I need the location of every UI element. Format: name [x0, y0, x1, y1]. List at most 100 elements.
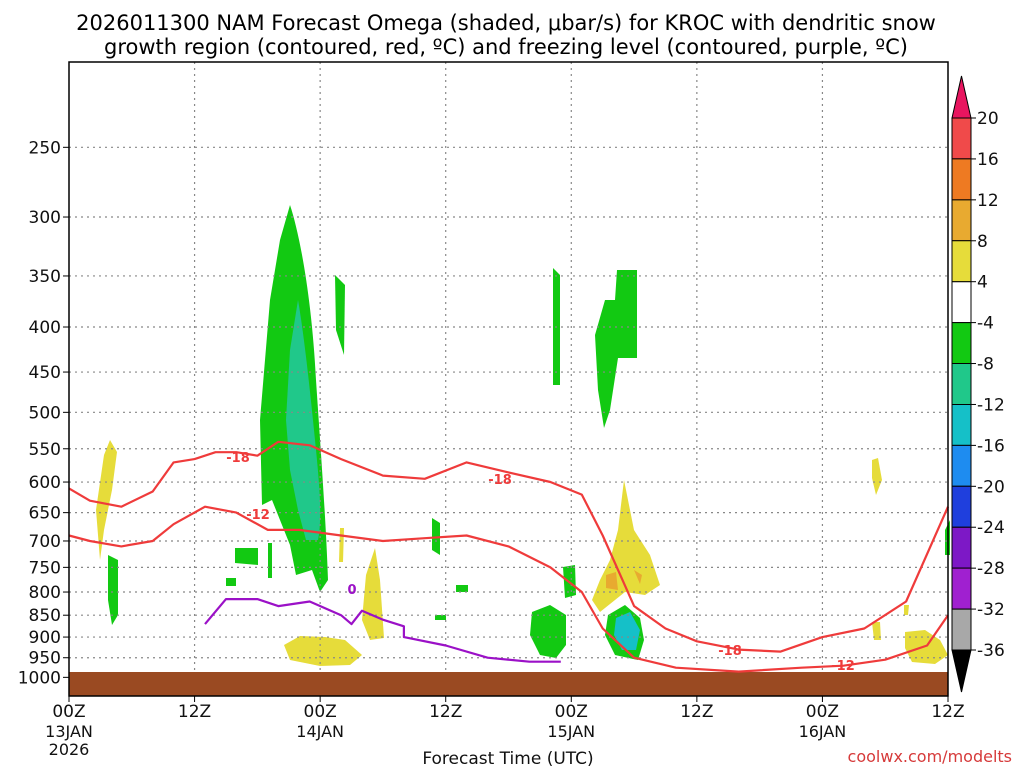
- x-tick-label: 00Z: [304, 702, 337, 722]
- omega-green-low-7: [226, 578, 236, 586]
- colorbar-label: -16: [977, 436, 1005, 456]
- colorbar-label: -8: [977, 355, 994, 375]
- omega-green-upper-3: [595, 270, 637, 428]
- omega-green-low-6: [235, 548, 258, 565]
- colorbar-band: [951, 199, 972, 242]
- y-tick-label: 650: [29, 504, 61, 524]
- colorbar-label: -32: [977, 600, 1005, 620]
- contour-label-minus12-b: -12: [831, 659, 855, 674]
- colorbar-band: [951, 363, 972, 405]
- plot-area: [69, 62, 948, 696]
- colorbar-label: 16: [977, 150, 999, 170]
- colorbar-band: [951, 526, 972, 569]
- y-tick-label: 1000: [18, 668, 61, 688]
- colorbar-label: -36: [977, 641, 1005, 661]
- colorbar-band: [951, 403, 972, 446]
- contour-label-minus18-b: -18: [488, 473, 512, 488]
- contours: [68, 440, 950, 673]
- y-tick-label: 450: [29, 363, 61, 383]
- omega-orange-1: [606, 572, 618, 590]
- x-tick-label: 12Z: [178, 702, 211, 722]
- colorbar-label: 20: [977, 109, 999, 129]
- y-tick-label: 350: [29, 267, 61, 287]
- x-axis-label: Forecast Time (UTC): [422, 749, 593, 768]
- colorbar-band: [951, 117, 972, 160]
- contour-red-1: [68, 505, 949, 673]
- colorbar-label: -12: [977, 395, 1005, 415]
- omega-yellow-1: [96, 440, 117, 560]
- omega-orange-2: [634, 570, 642, 584]
- colorbar: 20 16 12 8 4 -4 -8 -12 -16 -20 -24 -28 -32 -36: [951, 75, 1005, 693]
- omega-green-low-8: [456, 585, 468, 592]
- omega-yellow-5: [872, 458, 882, 495]
- y-tick-label: 900: [29, 628, 61, 648]
- colorbar-band: [951, 444, 972, 487]
- y-tick-label: 600: [29, 473, 61, 493]
- x-tick-label: 00Z: [52, 702, 85, 722]
- chart-title-line1: 2026011300 NAM Forecast Omega (shaded, μ…: [76, 11, 936, 35]
- contour-label-minus12-a: -12: [246, 508, 270, 523]
- omega-green-upper-1: [335, 275, 345, 355]
- x-tick-label: 00Z: [555, 702, 588, 722]
- colorbar-band: [951, 567, 972, 610]
- y-tick-label: 950: [29, 649, 61, 669]
- x-tick-label: 12Z: [931, 702, 964, 722]
- colorbar-label: -20: [977, 477, 1005, 497]
- omega-yellow-6: [905, 630, 948, 664]
- credit-text: coolwx.com/modelts: [848, 747, 1012, 766]
- contour-label-zero: 0: [347, 583, 356, 598]
- x-tick-label: 00Z: [806, 702, 839, 722]
- y-tick-label: 750: [29, 558, 61, 578]
- y-tick-label: 850: [29, 606, 61, 626]
- colorbar-band: [951, 281, 972, 324]
- x-tick-label: 12Z: [429, 702, 462, 722]
- x-tick-date: 13JAN: [45, 722, 93, 741]
- colorbar-label: 4: [977, 273, 988, 293]
- grid-lines: [69, 62, 948, 696]
- colorbar-label: -4: [977, 314, 994, 334]
- chart-title-line2: growth region (contoured, red, ºC) and f…: [104, 35, 908, 59]
- colorbar-band: [951, 485, 972, 528]
- y-tick-label: 400: [29, 318, 61, 338]
- y-tick-label: 250: [29, 138, 61, 158]
- colorbar-label: -28: [977, 559, 1005, 579]
- x-tick-date: 15JAN: [547, 722, 595, 741]
- y-tick-label: 800: [29, 583, 61, 603]
- omega-shading: [96, 205, 950, 666]
- colorbar-band: [951, 322, 972, 365]
- colorbar-label: 8: [977, 232, 988, 252]
- terrain-ground: [69, 672, 948, 696]
- omega-green-low-11: [268, 543, 272, 578]
- y-tick-label: 500: [29, 403, 61, 423]
- colorbar-label: 12: [977, 191, 999, 211]
- x-tick-date: 16JAN: [799, 722, 847, 741]
- colorbar-band: [951, 608, 972, 651]
- colorbar-band: [951, 158, 972, 201]
- y-tick-label: 550: [29, 440, 61, 460]
- contour-label-minus18-c: -18: [718, 644, 742, 659]
- x-tick-date: 14JAN: [296, 722, 344, 741]
- omega-green-low-3: [108, 555, 118, 625]
- colorbar-label: -24: [977, 518, 1005, 538]
- y-tick-label: 700: [29, 532, 61, 552]
- y-tick-label: 300: [29, 208, 61, 228]
- contour-red-0: [68, 440, 950, 653]
- colorbar-band: [951, 649, 972, 693]
- omega-teal-low: [614, 612, 640, 650]
- y-axis-ticks: 2503003504004505005506006507007508008509…: [18, 138, 69, 688]
- x-tick-year: 2026: [49, 740, 90, 759]
- x-tick-label: 12Z: [680, 702, 713, 722]
- axes: [68, 61, 949, 697]
- omega-yellow-8: [904, 605, 909, 615]
- omega-green-low-9: [435, 615, 446, 620]
- contour-purple-0: [204, 597, 561, 663]
- omega-yellow-3: [284, 636, 362, 666]
- colorbar-band: [951, 75, 972, 119]
- colorbar-band: [951, 240, 972, 283]
- contour-labels: -18 -18 -18 -12 -12 0: [226, 451, 855, 674]
- omega-yellow-7: [872, 622, 881, 640]
- omega-teal-plume: [286, 300, 321, 540]
- plot-frame: [68, 61, 949, 697]
